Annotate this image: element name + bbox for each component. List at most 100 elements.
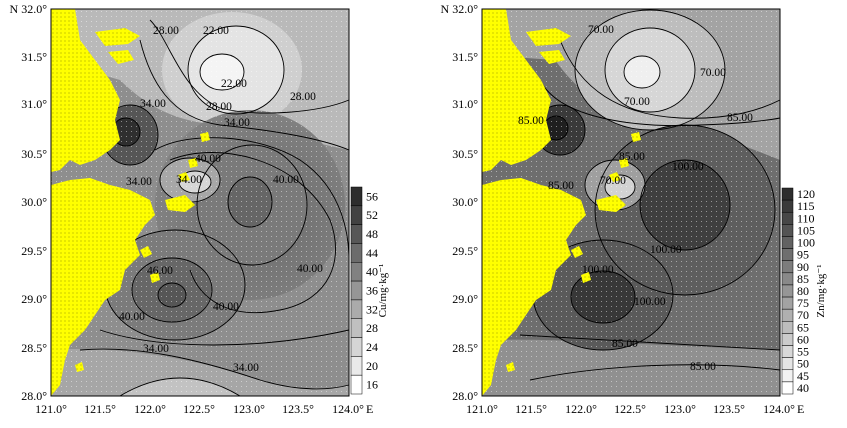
legend-swatch xyxy=(781,369,794,383)
zn-land xyxy=(482,9,641,396)
legend-swatch xyxy=(781,284,794,298)
lat-tick-label: 31.0° xyxy=(21,97,47,111)
north-label: N 32.0° xyxy=(10,2,48,16)
zn-island-dot-d xyxy=(571,246,583,258)
cu-contour-label: 22.00 xyxy=(221,78,247,90)
cu-contour-lines xyxy=(79,19,350,397)
legend-value-label: 16 xyxy=(366,378,378,392)
legend-value-label: 50 xyxy=(797,357,809,371)
lon-tick-label: 121.5° xyxy=(84,402,116,416)
zn-lat-axis: N 32.0° 31.5° 31.0° 30.5° 30.0° 29.5° 29… xyxy=(441,2,479,403)
lat-tick-label: 29.0° xyxy=(21,292,47,306)
cu-map-frame xyxy=(50,8,350,397)
legend-value-label: 36 xyxy=(366,284,378,298)
cu-contour-label: 40.00 xyxy=(195,153,221,165)
cu-contour-label: 46.00 xyxy=(147,265,173,277)
cu-contour-label: 34.00 xyxy=(143,343,169,355)
legend-value-label: 85 xyxy=(797,272,809,286)
lon-tick-label: 122.5° xyxy=(614,402,646,416)
zn-land-north xyxy=(482,9,551,172)
legend-value-label: 20 xyxy=(366,359,378,373)
legend-value-label: 115 xyxy=(797,199,815,213)
cu-island-dot-f xyxy=(75,362,84,372)
cu-contour-label: 40.00 xyxy=(119,311,145,323)
zn-contour-labels: 70.00 70.00 70.00 85.00 85.00 85.00 85.0… xyxy=(518,24,753,373)
legend-swatch xyxy=(350,224,363,244)
lon-tick-label: 122.0° xyxy=(565,402,597,416)
legend-value-label: 65 xyxy=(797,320,809,334)
lat-tick-label: 30.5° xyxy=(21,147,47,161)
legend-swatch xyxy=(781,321,794,334)
lat-tick-label: 28.0° xyxy=(452,389,478,403)
zn-contour-label: 70.00 xyxy=(600,175,626,187)
legend-value-label: 105 xyxy=(797,223,815,237)
zn-island-chongming xyxy=(526,28,571,46)
legend-value-label: 70 xyxy=(797,308,809,322)
legend-value-label: 44 xyxy=(366,246,378,260)
legend-value-label: 56 xyxy=(366,189,378,203)
cu-land-north xyxy=(51,9,120,172)
legend-value-label: 95 xyxy=(797,248,809,262)
legend-unit-label: Cu/mg·kg⁻¹ xyxy=(377,264,389,318)
zn-map-frame xyxy=(481,8,781,397)
legend-unit-label: Zn/mg·kg⁻¹ xyxy=(815,264,827,317)
lon-tick-label: 121.0° xyxy=(35,402,67,416)
lon-tick-label: 123.0° xyxy=(664,402,696,416)
legend-swatch xyxy=(350,262,363,282)
zn-contour-label: 85.00 xyxy=(518,115,544,127)
zn-contour-label: 100.00 xyxy=(582,264,614,276)
east-label: E xyxy=(797,402,804,416)
lat-tick-label: 29.0° xyxy=(452,292,478,306)
legend-swatch xyxy=(781,357,794,371)
cu-contour-label: 40.00 xyxy=(273,174,299,186)
cu-contour-label: 40.00 xyxy=(297,263,323,275)
legend-value-label: 100 xyxy=(797,236,815,250)
lon-tick-label: 121.5° xyxy=(515,402,547,416)
legend-swatch xyxy=(350,374,363,395)
zn-island-zhoushan xyxy=(596,195,626,212)
legend-swatch xyxy=(781,381,794,395)
lat-tick-label: 28.0° xyxy=(21,389,47,403)
zn-contour-label: 70.00 xyxy=(700,67,726,79)
legend-swatch xyxy=(781,345,794,358)
legend-swatch xyxy=(350,205,363,225)
legend-value-label: 60 xyxy=(797,332,809,346)
cu-land-south xyxy=(51,178,155,396)
lon-tick-label: 124.0° xyxy=(332,402,364,416)
legend-swatch xyxy=(781,248,794,261)
legend-value-label: 55 xyxy=(797,345,809,359)
cu-contour-label: 28.00 xyxy=(290,91,316,103)
zn-island-dot-c xyxy=(609,172,621,182)
zn-contour-label: 85.00 xyxy=(612,338,638,350)
legend-value-label: 40 xyxy=(366,265,378,279)
lat-tick-label: 29.5° xyxy=(452,244,478,258)
legend-swatch xyxy=(781,296,794,310)
cu-island-dot-a xyxy=(188,158,198,168)
cu-map: 28.00 22.00 22.00 28.00 28.00 34.00 34.0… xyxy=(10,2,374,416)
legend-value-label: 52 xyxy=(366,208,378,222)
legend-swatch xyxy=(350,186,363,207)
legend-swatch xyxy=(781,260,794,274)
zn-map: 70.00 70.00 70.00 85.00 85.00 85.00 85.0… xyxy=(441,2,805,416)
zn-contour-label: 70.00 xyxy=(588,24,614,36)
cu-contour-label: 22.00 xyxy=(203,25,229,37)
lon-tick-label: 121.0° xyxy=(466,402,498,416)
cu-island-zhoushan xyxy=(165,195,195,212)
legend-value-label: 120 xyxy=(797,187,815,201)
lat-tick-label: 28.5° xyxy=(21,341,47,355)
cu-contour-label: 34.00 xyxy=(140,98,166,110)
legend-swatch xyxy=(781,308,794,322)
legend-swatch xyxy=(781,236,794,249)
legend-value-label: 48 xyxy=(366,227,378,241)
cu-lon-axis: 121.0° 121.5° 122.0° 122.5° 123.0° 123.5… xyxy=(35,402,373,416)
legend-swatch xyxy=(350,280,363,301)
legend-value-label: 40 xyxy=(797,381,809,395)
legend-value-label: 32 xyxy=(366,302,378,316)
cu-contour-label: 28.00 xyxy=(153,25,179,37)
lon-tick-label: 123.5° xyxy=(713,402,745,416)
cu-contour-label: 28.00 xyxy=(206,101,232,113)
east-label: E xyxy=(366,402,373,416)
cu-island-chongming xyxy=(95,28,140,46)
zn-lon-axis: 121.0° 121.5° 122.0° 122.5° 123.0° 123.5… xyxy=(466,402,804,416)
